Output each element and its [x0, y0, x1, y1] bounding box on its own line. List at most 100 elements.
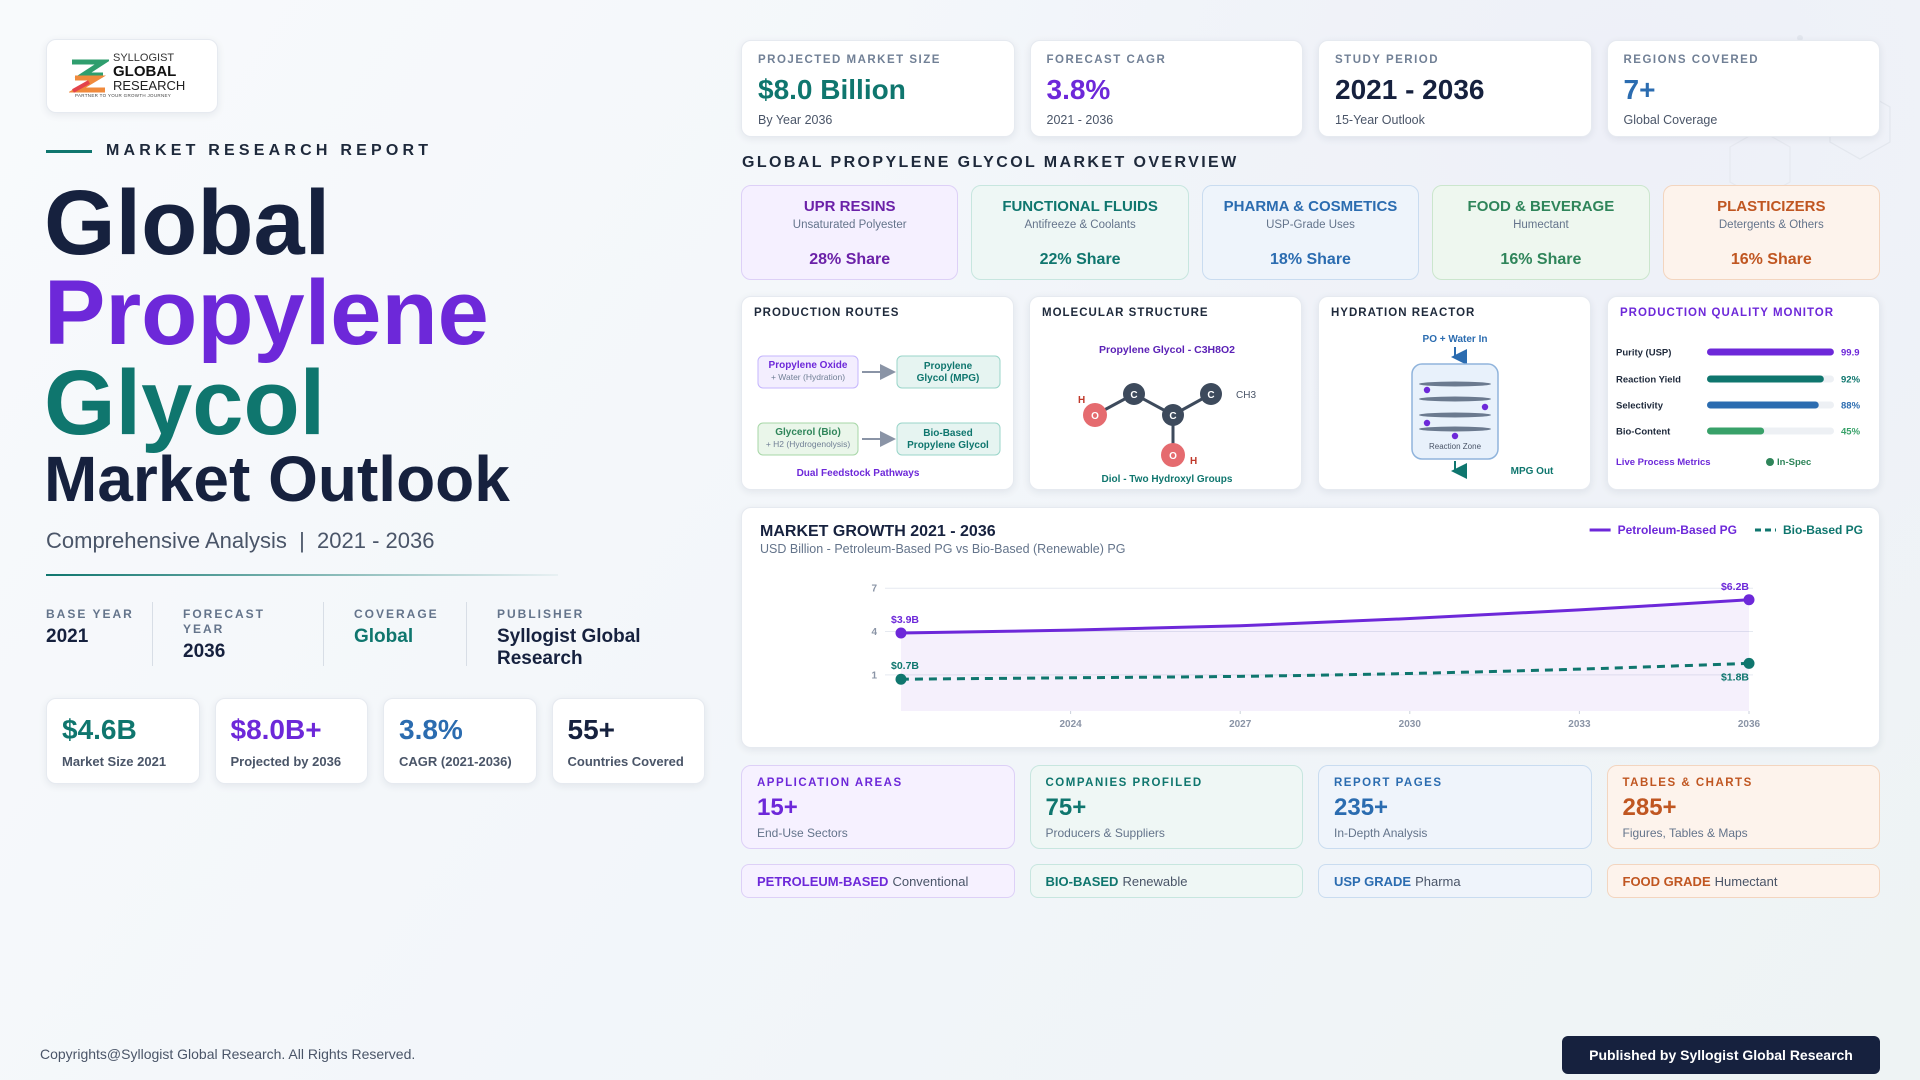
data-label: $3.9B: [891, 614, 919, 626]
atom-label: O: [1169, 451, 1177, 462]
x-tick-label: 2027: [1229, 719, 1252, 730]
atom: [1083, 403, 1107, 427]
metric-bar: [1707, 375, 1824, 383]
metric-name: Selectivity: [1616, 401, 1664, 412]
data-label: $6.2B: [1721, 581, 1749, 593]
data-label: $1.8B: [1721, 671, 1749, 683]
atom: [1123, 383, 1145, 405]
point: [1743, 657, 1755, 669]
hero-subtitle: Comprehensive Analysis | 2021 - 2036: [46, 528, 435, 553]
data-label: $0.7B: [891, 660, 919, 672]
atom: [1161, 443, 1185, 467]
segment-card: FUNCTIONAL FLUIDS Antifreeze & Coolants 22…: [971, 185, 1189, 280]
highlight-value: $8.0B+: [230, 714, 322, 745]
tag-strong: BIO-BASED: [1045, 874, 1119, 889]
logo-line: SYLLOGIST: [113, 52, 175, 65]
report-stat-label: TABLES & CHARTS: [1622, 777, 1753, 789]
meta-label: BASE YEAR: [46, 607, 134, 621]
highlight-cards: $4.6B Market Size 2021 $8.0B+ Projected by …: [46, 698, 705, 784]
report-stat-note: Figures, Tables & Maps: [1622, 826, 1748, 840]
logo-line: RESEARCH: [113, 78, 186, 94]
monitor-status: In-Spec: [1777, 457, 1811, 468]
segment-name: FUNCTIONAL FLUIDS: [1002, 198, 1158, 215]
segment-desc: Unsaturated Polyester: [792, 219, 907, 231]
line: [900, 661, 1750, 681]
segment-desc: Antifreeze & Coolants: [1024, 219, 1136, 231]
molecule-diagram: MOLECULAR STRUCTURE Propylene Glycol - C…: [1042, 307, 1256, 485]
segment-desc: USP-Grade Uses: [1266, 219, 1355, 231]
kpi-label: STUDY PERIOD: [1335, 54, 1440, 66]
chart-panel: MARKET GROWTH 2021 - 2036 USD Billion - P…: [741, 507, 1880, 748]
ellipse-element: [1419, 396, 1491, 402]
metric-value: 88%: [1841, 401, 1861, 412]
section-title: GLOBAL PROPYLENE GLYCOL MARKET OVERVIEW: [742, 154, 1239, 171]
tag-strong: FOOD GRADE: [1622, 874, 1711, 889]
kpi-value: 2021 - 2036: [1335, 74, 1485, 105]
segment-desc: Humectant: [1513, 219, 1569, 231]
reactor-outlet: MPG Out: [1511, 466, 1554, 477]
report-stat-card: REPORT PAGES 235+ In-Depth Analysis: [1318, 765, 1592, 849]
report-stat-card: TABLES & CHARTS 285+ Figures, Tables & Map…: [1606, 765, 1880, 849]
kpi-card: PROJECTED MARKET SIZE $8.0 Billion By Year…: [741, 40, 1015, 137]
title-line: Glycol: [44, 352, 326, 454]
route-note: + Water (Hydration): [771, 372, 845, 382]
logo-line: GLOBAL: [113, 63, 177, 81]
tag-text: Conventional: [892, 874, 969, 889]
reactor-trays: [1419, 381, 1491, 432]
hydrogen-label: H: [1078, 395, 1085, 406]
ellipse-element: [1419, 412, 1491, 418]
report-stat-value: 15+: [757, 794, 798, 821]
reactor-diagram: HYDRATION REACTOR PO + Water In Reaction…: [1331, 307, 1554, 479]
circle-element: [1481, 403, 1489, 411]
highlight-value: $4.6B: [62, 714, 137, 745]
status-dot: [1766, 458, 1774, 466]
publisher-badge: Published by Syllogist Global Research: [1562, 1036, 1880, 1074]
kpi-note: 2021 - 2036: [1046, 113, 1114, 127]
point: [895, 673, 907, 685]
segment-share: 16% Share: [1500, 251, 1582, 268]
legend-label: Petroleum-Based PG: [1618, 523, 1737, 537]
path-element: [72, 59, 109, 78]
reactor-panel: HYDRATION REACTOR PO + Water In Reaction…: [1318, 296, 1591, 490]
kpi-note: By Year 2036: [758, 113, 833, 127]
atom: [1162, 404, 1184, 426]
highlight-value: 55+: [567, 714, 616, 745]
tag: PETROLEUM-BASED Conventional: [741, 864, 1015, 898]
segment-name: PLASTICIZERS: [1717, 198, 1826, 215]
x-tick-label: 2024: [1059, 719, 1082, 730]
kpi-label: REGIONS COVERED: [1623, 54, 1760, 66]
route-output: Propylene: [924, 361, 973, 372]
bonds: [1094, 392, 1212, 455]
logo-icon: [69, 59, 109, 93]
highlight-label: Countries Covered: [567, 754, 684, 769]
segment-card: PHARMA & COSMETICS USP-Grade Uses 18% Shar…: [1201, 185, 1420, 280]
tag: USP GRADE Pharma: [1318, 864, 1592, 898]
highlight-value: 3.8%: [399, 714, 463, 745]
x-tick-label: 2030: [1399, 719, 1422, 730]
logo-tagline: PARTNER TO YOUR GROWTH JOURNEY: [75, 93, 172, 99]
route-box: [757, 355, 859, 389]
meta-item: COVERAGE Global: [323, 602, 466, 666]
segment-desc: Detergents & Others: [1718, 219, 1824, 231]
meta-label: PUBLISHER: [497, 607, 585, 621]
route-note: + H2 (Hydrogenolysis): [766, 439, 850, 449]
atom-label: O: [1091, 411, 1099, 422]
legend-label: Bio-Based PG: [1783, 523, 1863, 537]
segment-card: UPR RESINS Unsaturated Polyester 28% Share: [741, 185, 959, 280]
x-tick-label: 2033: [1568, 719, 1591, 730]
growth-chart: MARKET GROWTH 2021 - 2036 USD Billion - P…: [760, 523, 1863, 730]
routes-panel: PRODUCTION ROUTES Propylene Oxide + Wate…: [741, 296, 1014, 490]
routes-diagram: PRODUCTION ROUTES Propylene Oxide + Wate…: [754, 307, 1001, 479]
y-tick-label: 4: [871, 627, 877, 638]
report-stat-card: COMPANIES PROFILED 75+ Producers & Supplie…: [1029, 765, 1303, 849]
divider: [46, 574, 558, 576]
reactor-zone: Reaction Zone: [1429, 442, 1482, 451]
atom: [1200, 383, 1222, 405]
circle-element: [1451, 432, 1459, 440]
tag-strong: USP GRADE: [1334, 874, 1412, 889]
atom-label: C: [1169, 411, 1176, 422]
g-element: O C C C O: [1091, 390, 1215, 462]
panel-title: HYDRATION REACTOR: [1331, 307, 1475, 319]
meta-row: BASE YEAR 2021 FORECAST YEAR 2036 COVERAGE Gl…: [46, 602, 674, 669]
